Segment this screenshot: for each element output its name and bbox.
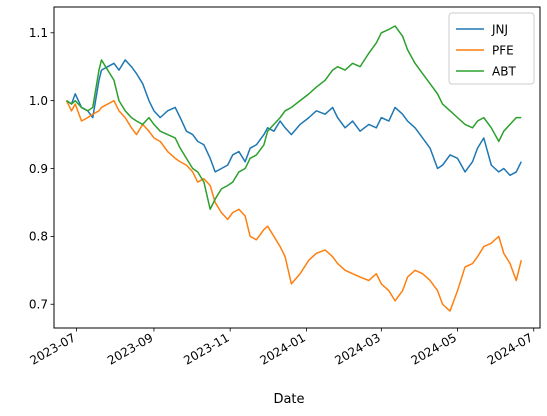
y-tick-label: 0.8	[29, 230, 48, 244]
y-tick-label: 0.7	[29, 298, 48, 312]
legend-label-abt: ABT	[492, 64, 516, 78]
series-line-pfe	[65, 99, 522, 312]
legend-box	[448, 12, 535, 85]
y-tick-label: 1.0	[29, 94, 48, 108]
y-axis-ticks: 0.7 0.8 0.9 1.0 1.1	[29, 26, 54, 312]
plot-area-frame	[53, 6, 541, 329]
legend-label-jnj: JNJ	[491, 22, 508, 36]
legend: JNJ PFE ABT	[448, 12, 535, 85]
series-line-abt	[66, 25, 522, 210]
legend-label-pfe: PFE	[492, 43, 514, 57]
y-tick-label: 0.9	[29, 162, 48, 176]
x-axis-label: Date	[273, 392, 304, 407]
y-tick-label: 1.1	[29, 26, 48, 40]
series-lines	[65, 25, 522, 312]
series-line-jnj	[66, 59, 522, 177]
